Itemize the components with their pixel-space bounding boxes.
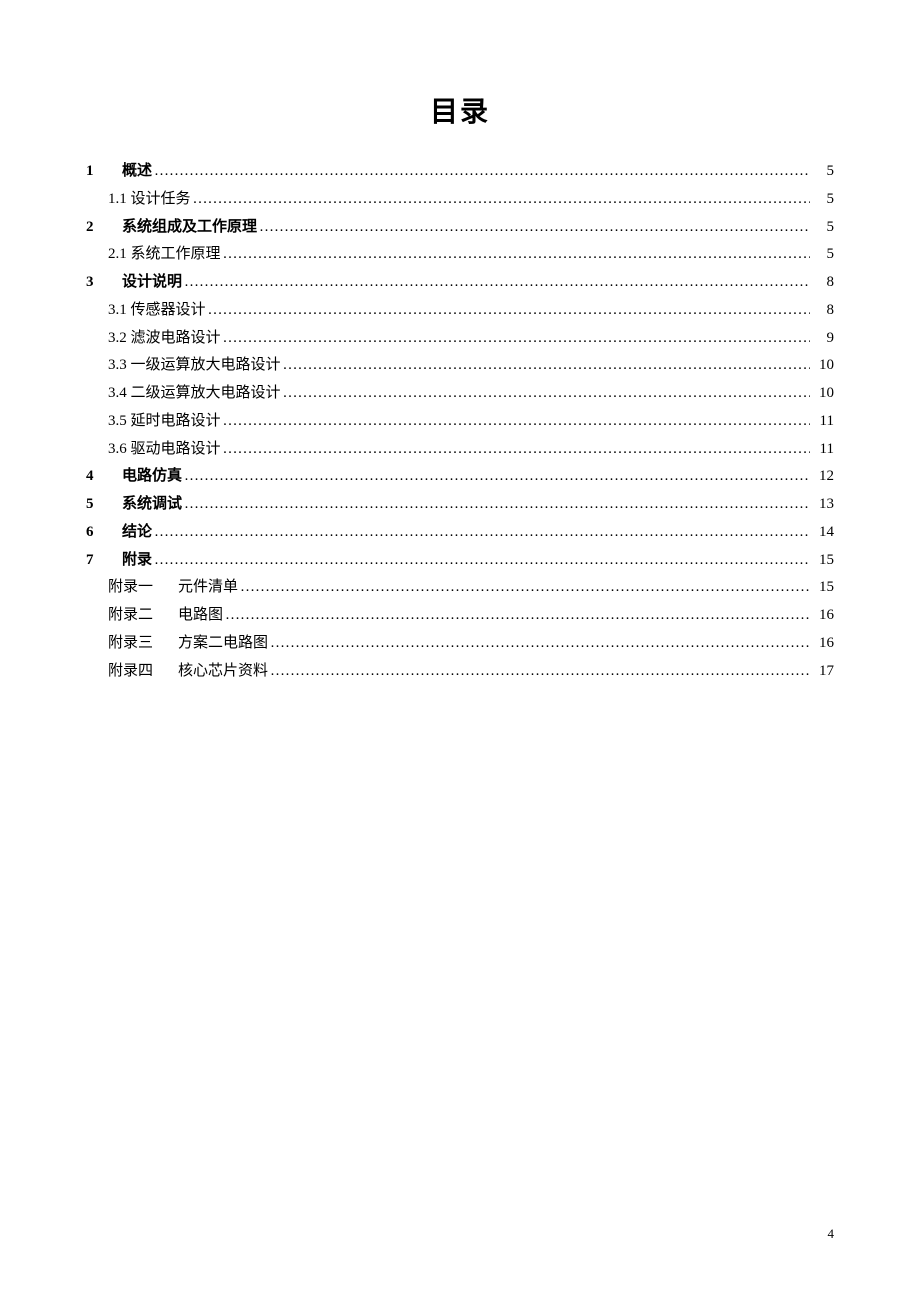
toc-appendix-page: 16 [810,630,834,658]
toc-title: 目录 [86,90,834,130]
toc-entry-label: 3.2 滤波电路设计 [108,325,221,353]
toc-appendix-page: 16 [810,602,834,630]
toc-entry-label: 概述 [122,158,152,186]
toc-entry: 7 附录…………………………………………………………………………………………………… [86,547,834,575]
toc-appendix-entry: 附录三方案二电路图…………………………………………………………………………………… [86,630,834,658]
toc-appendix-page: 15 [810,574,834,602]
toc-appendix-label: 电路图 [178,602,223,630]
document-page: 目录 1概述…………………………………………………………………………………………… [0,0,920,685]
toc-entry-page: 11 [810,408,834,436]
toc-leader-dots: …………………………………………………………………………………………………………… [268,658,810,686]
toc-entry: 2.1 系统工作原理………………………………………………………………………………… [86,241,834,269]
toc-leader-dots: …………………………………………………………………………………………………………… [281,352,810,380]
toc-entry-label: 3.3 一级运算放大电路设计 [108,352,281,380]
toc-entry-label: 附录 [122,547,152,575]
toc-entry: 3 设计说明……………………………………………………………………………………………… [86,269,834,297]
toc-entry-page: 15 [810,547,834,575]
toc-entry: 3.4 二级运算放大电路设计……………………………………………………………………… [86,380,834,408]
toc-entry: 1 概述…………………………………………………………………………………………………… [86,158,834,186]
toc-entry: 3.3 一级运算放大电路设计……………………………………………………………………… [86,352,834,380]
toc-entry-page: 12 [810,463,834,491]
toc-entry-label: 电路仿真 [122,463,182,491]
toc-entry-number: 3 [86,269,108,297]
toc-entry-page: 9 [810,325,834,353]
toc-leader-dots: …………………………………………………………………………………………………………… [268,630,810,658]
toc-appendix-entry: 附录一元件清单………………………………………………………………………………………… [86,574,834,602]
toc-entry-label: 设计说明 [122,269,182,297]
toc-appendix-prefix: 附录一 [108,574,178,602]
toc-leader-dots: …………………………………………………………………………………………………………… [206,297,810,325]
toc-entry-label: 3.5 延时电路设计 [108,408,221,436]
toc-entry: 4 电路仿真……………………………………………………………………………………………… [86,463,834,491]
toc-entry-number: 2 [86,214,108,242]
toc-leader-dots: …………………………………………………………………………………………………………… [182,269,810,297]
toc-leader-dots: …………………………………………………………………………………………………………… [223,602,810,630]
toc-leader-dots: …………………………………………………………………………………………………………… [152,547,810,575]
toc-leader-dots: …………………………………………………………………………………………………………… [238,574,810,602]
toc-leader-dots: …………………………………………………………………………………………………………… [221,408,810,436]
toc-appendix-entry: 附录二电路图…………………………………………………………………………………………… [86,602,834,630]
toc-entry-label: 3.6 驱动电路设计 [108,436,221,464]
toc-entry-label: 2.1 系统工作原理 [108,241,221,269]
toc-leader-dots: …………………………………………………………………………………………………………… [152,519,810,547]
toc-appendix-label: 方案二电路图 [178,630,268,658]
toc-entry-label: 结论 [122,519,152,547]
toc-appendix-page: 17 [810,658,834,686]
toc-entry: 6 结论…………………………………………………………………………………………………… [86,519,834,547]
toc-entry-page: 14 [810,519,834,547]
toc-leader-dots: …………………………………………………………………………………………………………… [152,158,810,186]
toc-entry: 3.5 延时电路设计………………………………………………………………………………… [86,408,834,436]
toc-entry-label: 3.1 传感器设计 [108,297,206,325]
toc-leader-dots: …………………………………………………………………………………………………………… [281,380,810,408]
toc-entry-number: 6 [86,519,108,547]
toc-leader-dots: …………………………………………………………………………………………………………… [221,241,810,269]
toc-leader-dots: …………………………………………………………………………………………………………… [182,463,810,491]
toc-leader-dots: …………………………………………………………………………………………………………… [221,436,810,464]
toc-appendix-prefix: 附录二 [108,602,178,630]
page-number: 4 [828,1226,835,1242]
toc-entry-label: 系统调试 [122,491,182,519]
toc-entry-page: 5 [810,158,834,186]
toc-leader-dots: …………………………………………………………………………………………………………… [182,491,810,519]
toc-appendix-label: 核心芯片资料 [178,658,268,686]
toc-entry-number: 5 [86,491,108,519]
toc-entry-number: 1 [86,158,108,186]
toc-entry-page: 5 [810,214,834,242]
toc-appendix-prefix: 附录四 [108,658,178,686]
toc-leader-dots: …………………………………………………………………………………………………………… [257,214,810,242]
toc-leader-dots: …………………………………………………………………………………………………………… [221,325,810,353]
toc-entry-number: 7 [86,547,108,575]
toc-entry: 3.6 驱动电路设计………………………………………………………………………………… [86,436,834,464]
toc-entry: 3.1 传感器设计…………………………………………………………………………………… [86,297,834,325]
toc-entry: 3.2 滤波电路设计………………………………………………………………………………… [86,325,834,353]
toc-appendix-entry: 附录四核心芯片资料…………………………………………………………………………………… [86,658,834,686]
toc-entry-page: 11 [810,436,834,464]
toc-entry-page: 5 [810,186,834,214]
toc-entry-page: 13 [810,491,834,519]
toc-entry-page: 8 [810,297,834,325]
toc-entry-number: 4 [86,463,108,491]
toc-entry-label: 3.4 二级运算放大电路设计 [108,380,281,408]
toc-leader-dots: …………………………………………………………………………………………………………… [191,186,810,214]
toc-appendix-label: 元件清单 [178,574,238,602]
toc-entry-page: 10 [810,352,834,380]
toc-entry: 1.1 设计任务……………………………………………………………………………………… [86,186,834,214]
toc-appendix-prefix: 附录三 [108,630,178,658]
toc-entry-page: 10 [810,380,834,408]
toc-entry-page: 5 [810,241,834,269]
toc-entry-label: 1.1 设计任务 [108,186,191,214]
toc-entry-label: 系统组成及工作原理 [122,214,257,242]
toc-entry-page: 8 [810,269,834,297]
toc-entry: 2 系统组成及工作原理………………………………………………………………………………… [86,214,834,242]
toc-entry: 5 系统调试……………………………………………………………………………………………… [86,491,834,519]
table-of-contents: 1概述…………………………………………………………………………………………………… [86,158,834,685]
